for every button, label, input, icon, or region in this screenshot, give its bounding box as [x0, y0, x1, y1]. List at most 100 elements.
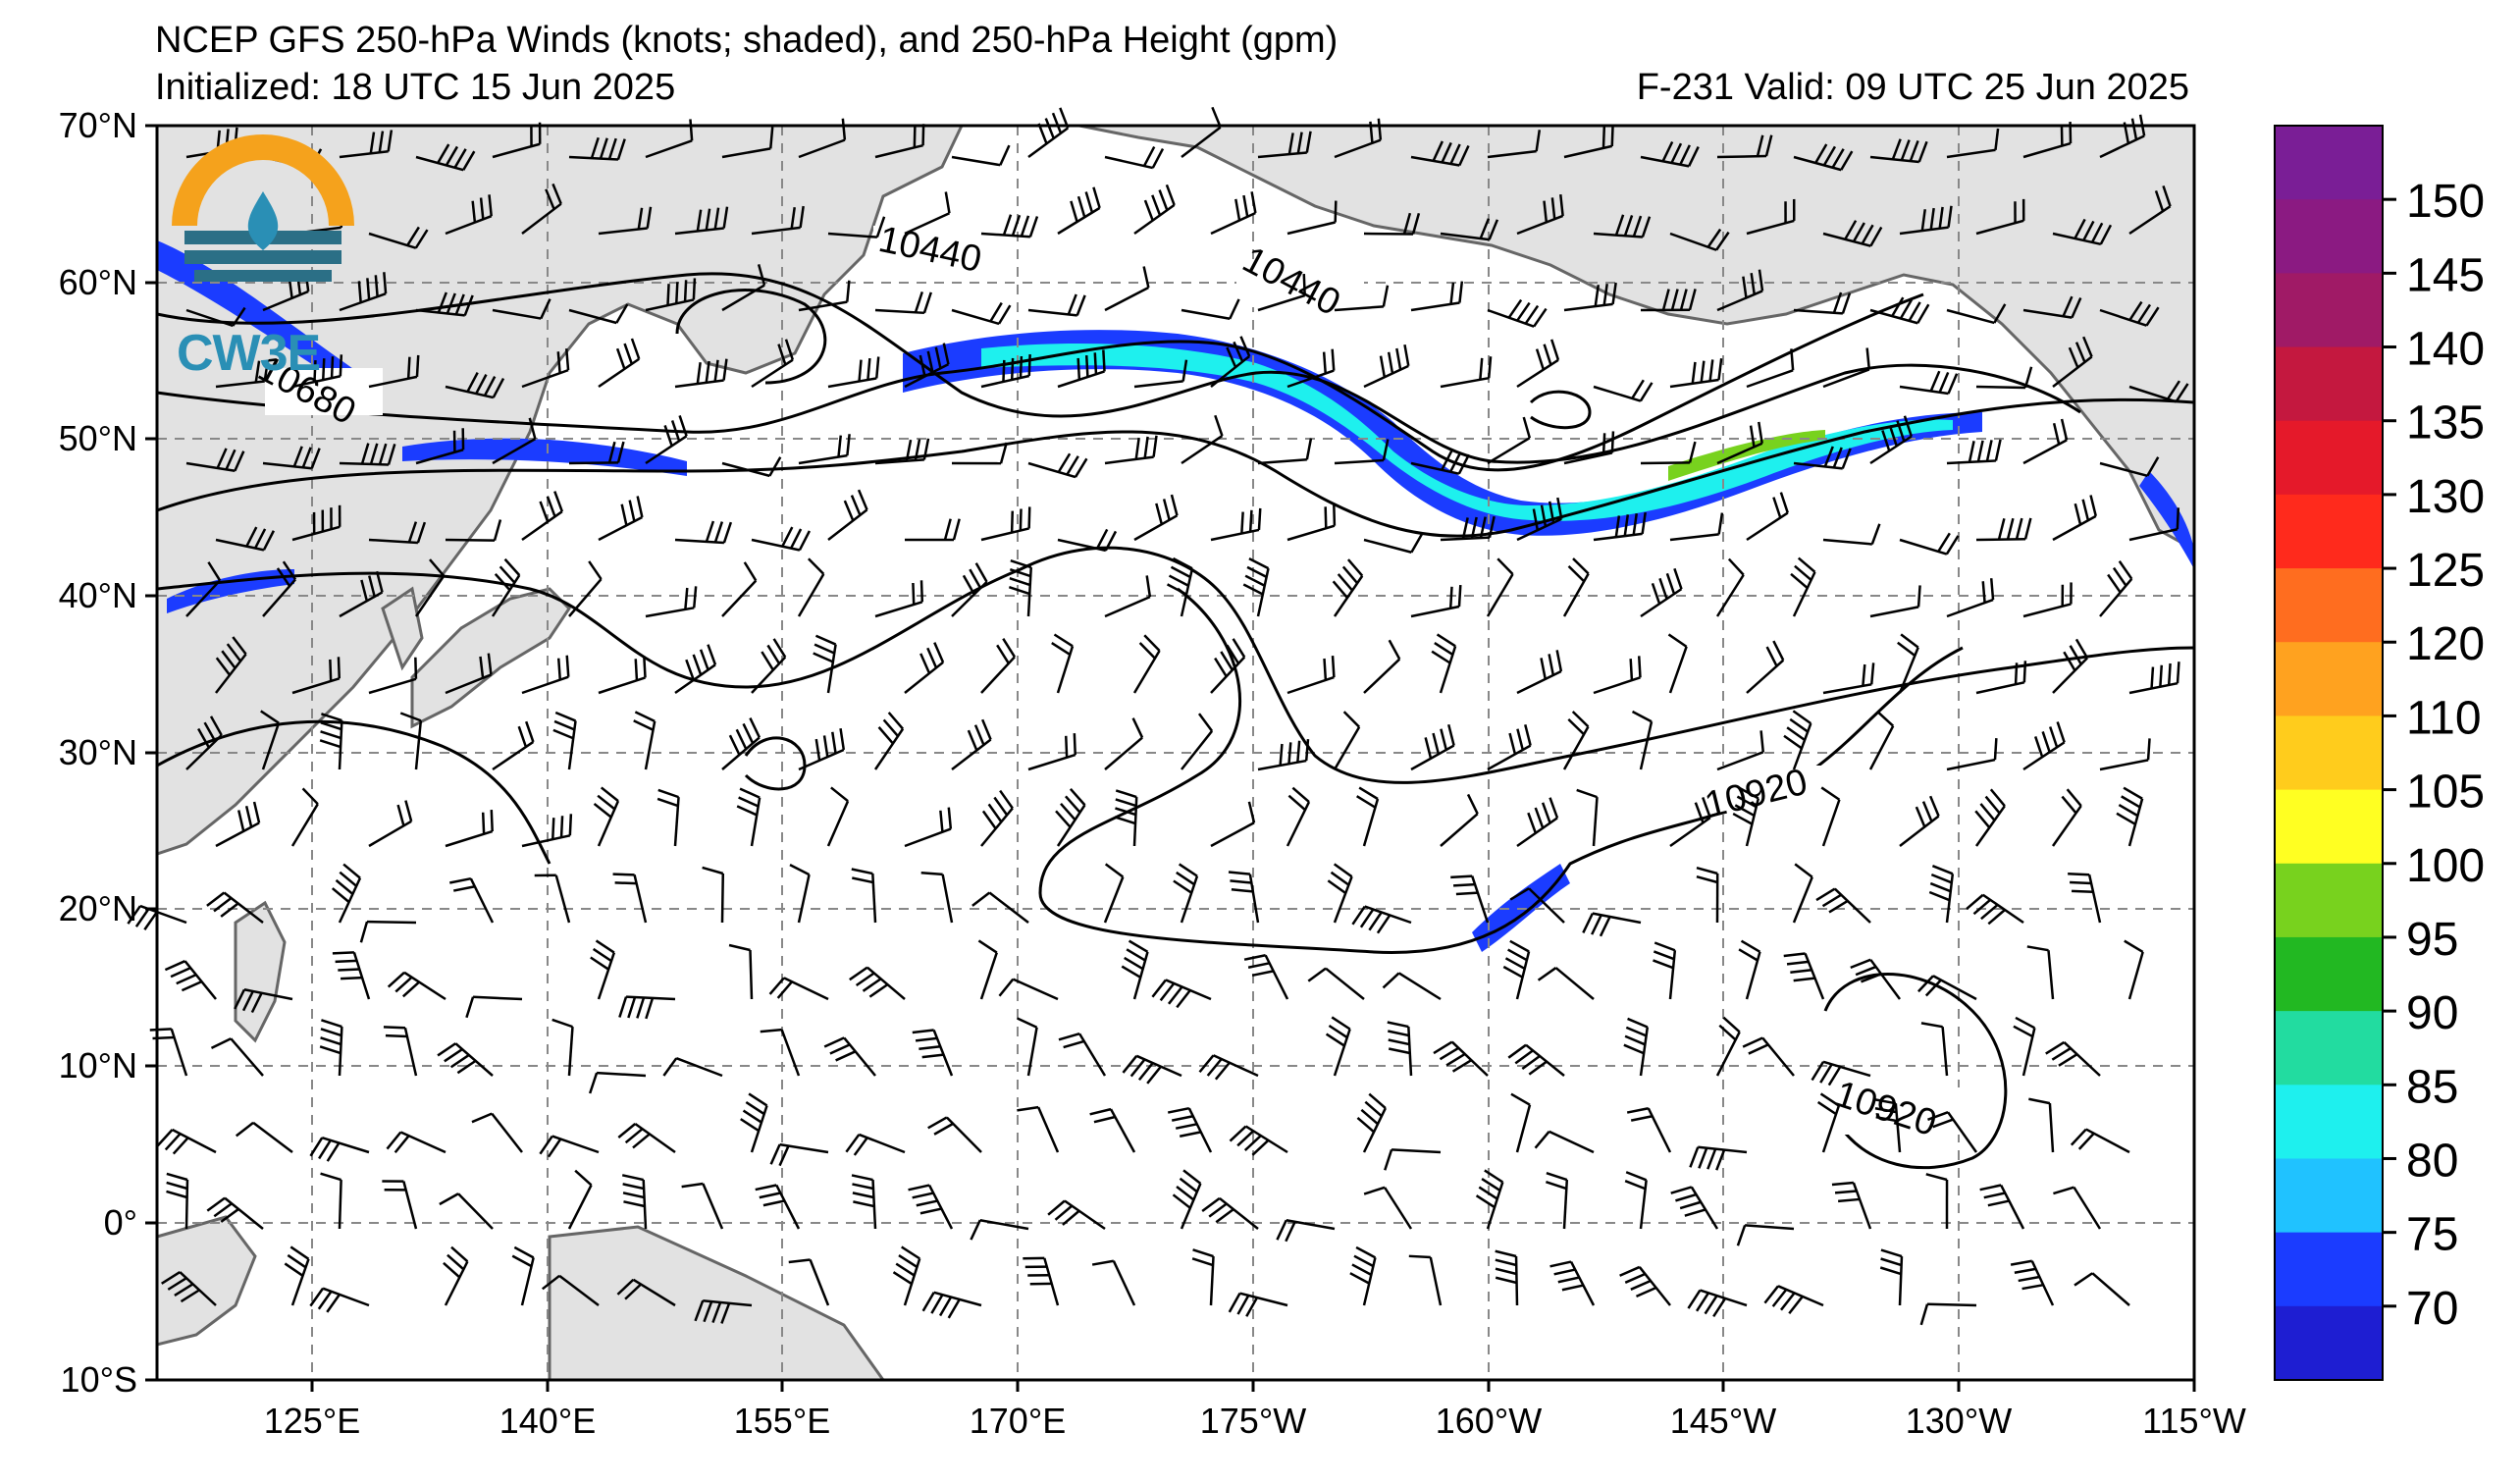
- wind-barb: [1286, 200, 1338, 236]
- wind-barb: [702, 866, 725, 924]
- colorbar-label: 75: [2406, 1209, 2458, 1261]
- wind-barb: [951, 144, 1011, 167]
- wind-barb: [1869, 585, 1921, 618]
- initialized-time: Initialized: 18 UTC 15 Jun 2025: [155, 67, 676, 108]
- wind-barb: [1516, 193, 1564, 236]
- wind-barb: [1051, 633, 1075, 694]
- wind-barb: [1746, 348, 1795, 389]
- wind-barb: [1640, 140, 1700, 168]
- wind-barb: [1899, 205, 1953, 236]
- wind-barb: [1822, 347, 1871, 389]
- wind-barb: [769, 1142, 829, 1167]
- wind-barb: [721, 561, 758, 617]
- wind-barb: [1133, 494, 1179, 542]
- lat-label-10n: 10°N: [59, 1045, 137, 1086]
- wind-barb: [1534, 1130, 1595, 1154]
- wind-barb: [1624, 1171, 1648, 1230]
- wind-barb: [206, 891, 264, 924]
- wind-barb: [2124, 939, 2144, 1000]
- lon-label-155e: 155°E: [734, 1401, 830, 1441]
- logo-sun-arc: [172, 134, 354, 227]
- wind-barb: [980, 638, 1017, 694]
- colorbar-label: 150: [2406, 176, 2485, 228]
- wind-barb: [789, 863, 811, 924]
- jet-streak-west: [402, 438, 687, 476]
- wind-barb: [1746, 640, 1785, 694]
- wind-barb: [1879, 1248, 1904, 1306]
- colorbar-segment: [2275, 199, 2383, 274]
- lon-label-145w: 145°W: [1670, 1401, 1776, 1441]
- wind-barb: [1811, 1060, 1871, 1086]
- wind-barb: [1198, 1054, 1259, 1081]
- wind-barb: [980, 214, 1039, 238]
- wind-barb: [1440, 356, 1493, 389]
- wind-barb: [331, 863, 362, 924]
- land-korea: [381, 586, 424, 671]
- wind-barb: [1121, 939, 1149, 1000]
- wind-barb: [1715, 1016, 1741, 1077]
- lat-label-50n: 50°N: [59, 418, 137, 458]
- wind-barb: [491, 557, 521, 617]
- wind-barb: [721, 717, 761, 770]
- wind-barb: [1640, 289, 1697, 312]
- wind-barb: [645, 415, 688, 465]
- wind-barb: [971, 891, 1029, 924]
- wind-barb: [234, 988, 293, 1014]
- wind-barb: [1201, 1196, 1259, 1230]
- wind-barb: [2013, 1016, 2036, 1077]
- wind-barb: [1640, 441, 1697, 465]
- lat-label-60n: 60°N: [59, 262, 137, 302]
- wind-barb: [1027, 452, 1088, 479]
- colorbar-label: 95: [2406, 914, 2458, 966]
- wind-barb: [1257, 131, 1312, 159]
- wind-barb: [2051, 788, 2082, 847]
- wind-barb: [339, 570, 384, 618]
- wind-barb: [1210, 191, 1257, 236]
- wind-barb: [1307, 967, 1365, 1000]
- wind-barb: [1546, 1172, 1569, 1230]
- wind-barb: [215, 636, 247, 694]
- wind-barb: [1763, 1285, 1824, 1315]
- wind-barb: [1487, 298, 1548, 328]
- wind-barb: [339, 272, 388, 312]
- wind-barb: [1410, 450, 1471, 475]
- wind-barb: [1562, 711, 1590, 770]
- wind-barb: [1363, 212, 1421, 236]
- wind-barb: [1975, 366, 2033, 390]
- wind-barb: [320, 1172, 342, 1230]
- wind-barb: [1382, 972, 1442, 1001]
- wind-barb: [826, 786, 850, 847]
- wind-barb: [359, 920, 417, 943]
- wind-barb: [291, 354, 343, 389]
- wind-barb: [740, 1092, 768, 1153]
- colorbar-frame: [2274, 125, 2384, 1381]
- wind-barb: [1820, 786, 1841, 847]
- wind-barb: [656, 788, 680, 847]
- wind-barb: [2022, 295, 2082, 319]
- wind-barb: [1537, 967, 1595, 1000]
- wind-barb: [1974, 788, 2006, 847]
- wind-barb: [588, 1071, 647, 1094]
- wind-barb: [1089, 1107, 1136, 1153]
- wind-barb: [1689, 1145, 1748, 1171]
- wind-barb: [262, 446, 321, 470]
- wind-barb: [215, 359, 270, 389]
- wind-barb: [445, 372, 505, 399]
- contour-line: [1529, 390, 1592, 430]
- colorbar: 150 145 140 135 130 125 120 110 105 100 95 90 85 80 75…: [2274, 125, 2485, 1381]
- wind-barb: [1440, 218, 1499, 241]
- wind-barb: [951, 718, 992, 770]
- wind-barb: [1104, 435, 1158, 465]
- wind-barb: [415, 428, 465, 465]
- wind-barb: [751, 205, 805, 236]
- wind-barb: [2116, 786, 2144, 847]
- wind-barb: [1899, 370, 1959, 396]
- wind-barb: [998, 978, 1059, 1001]
- wind-barb: [1210, 336, 1251, 388]
- wind-barb: [1946, 128, 2000, 159]
- colorbar-label: 70: [2406, 1283, 2458, 1335]
- wind-barb: [368, 226, 429, 249]
- wind-barb: [1946, 738, 1998, 771]
- wind-barb: [1228, 871, 1260, 924]
- wind-barb: [849, 966, 906, 1000]
